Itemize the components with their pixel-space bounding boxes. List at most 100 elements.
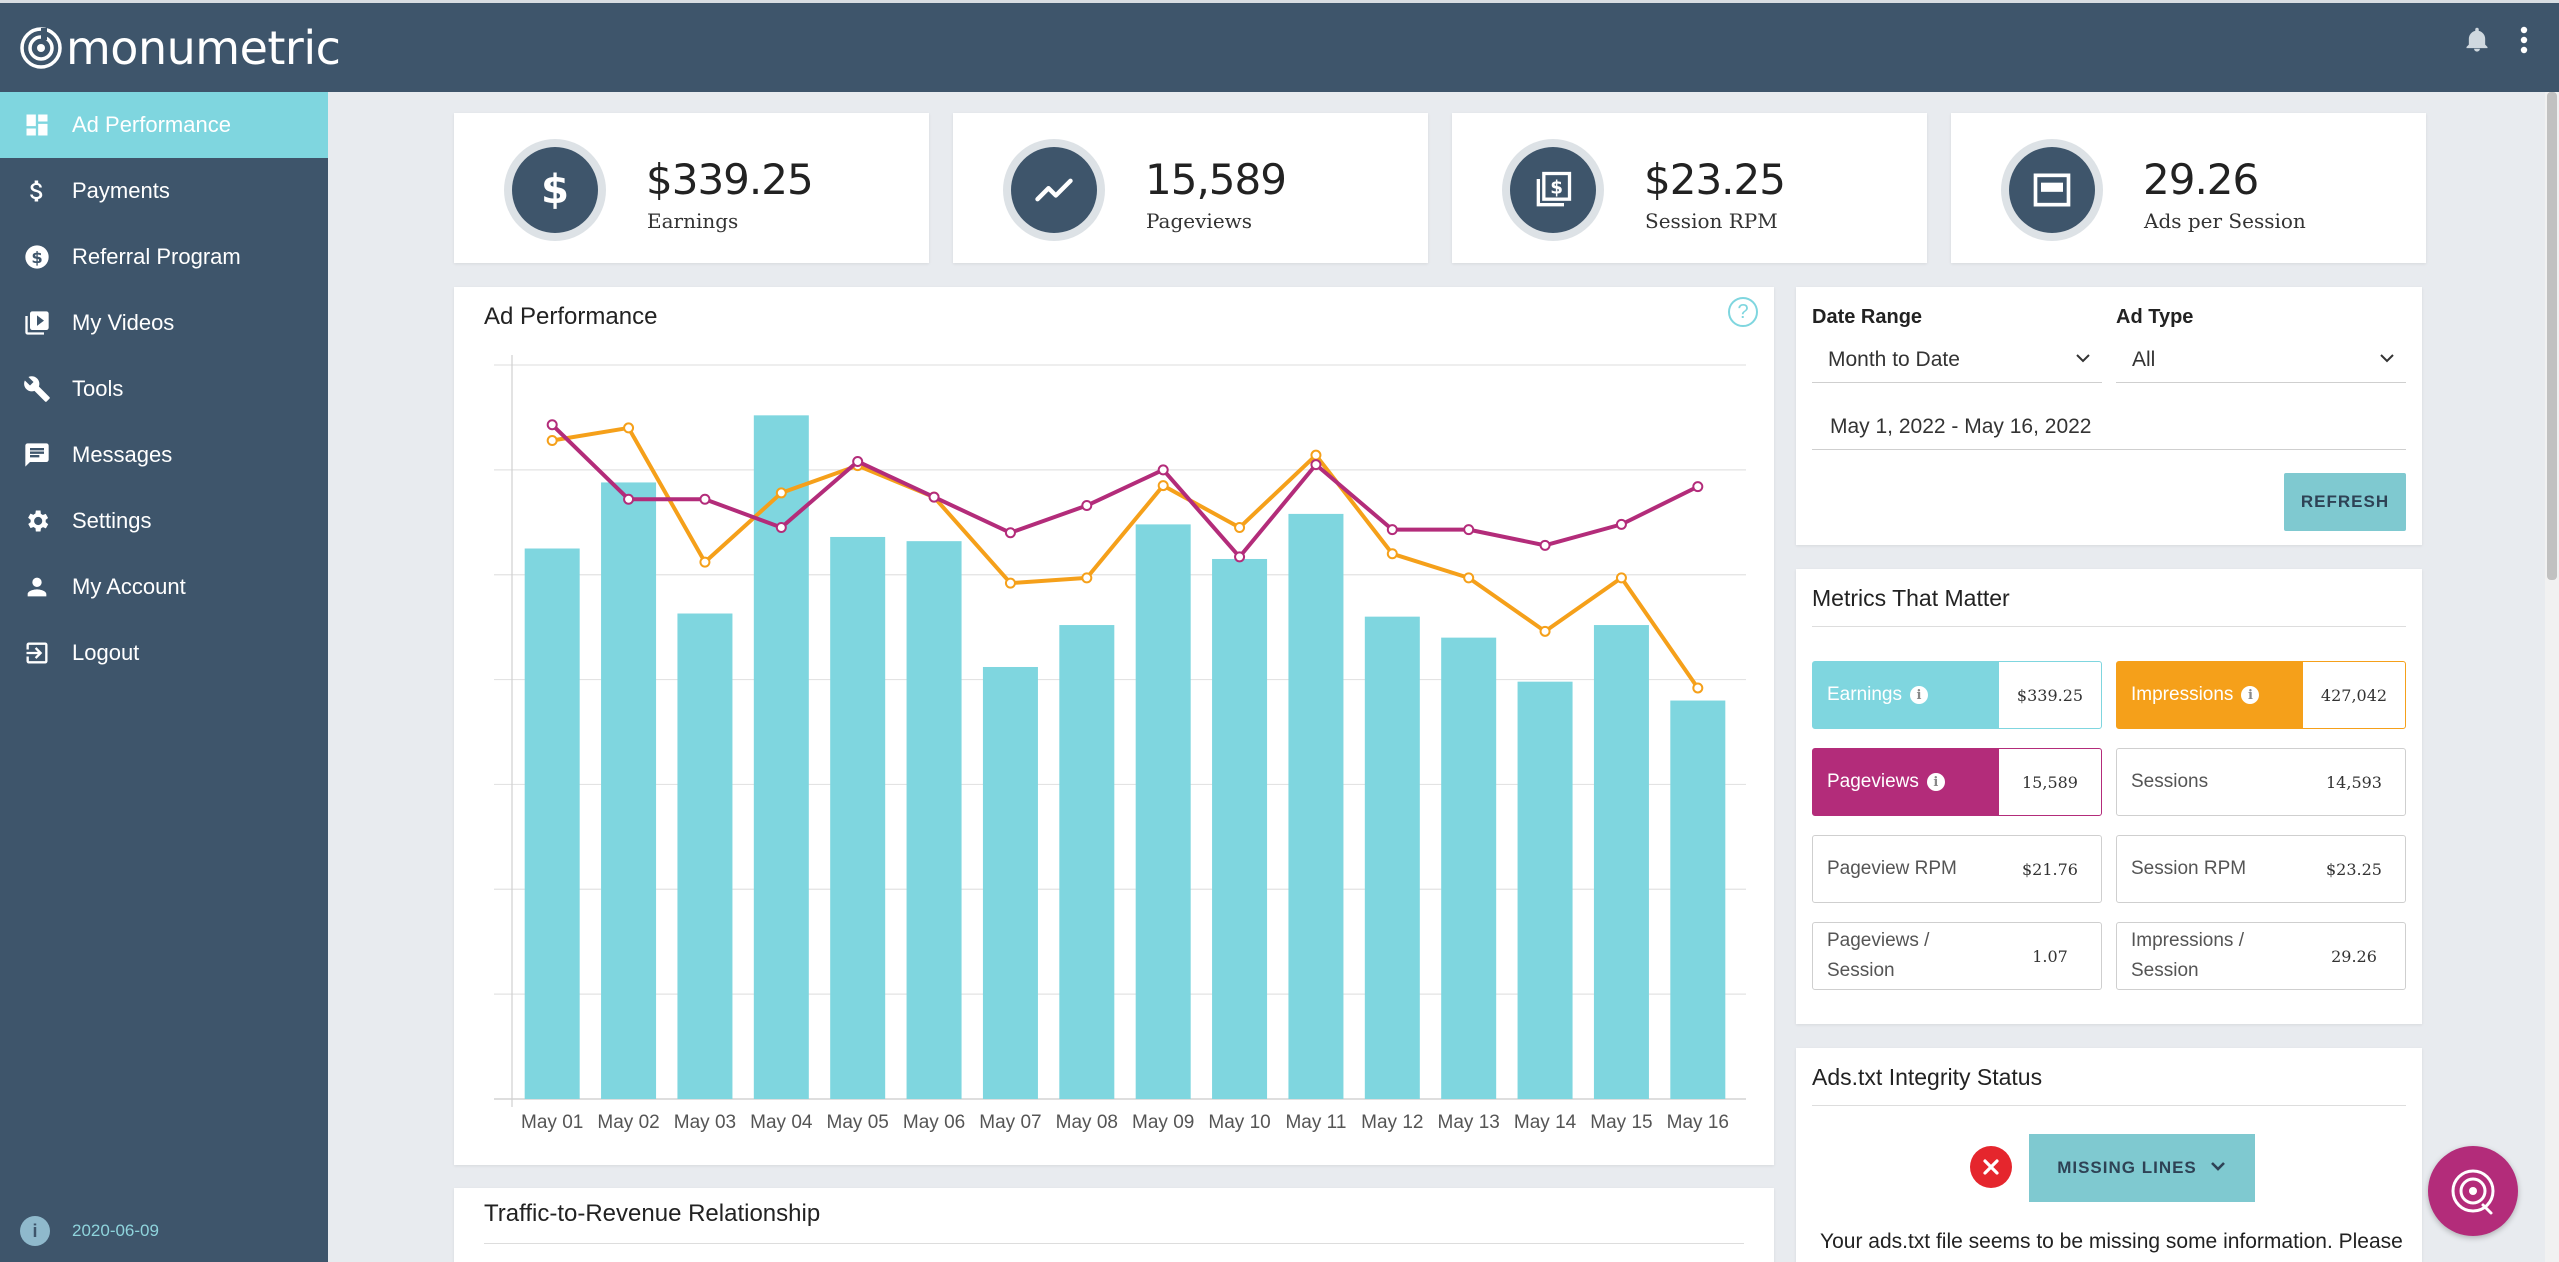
missing-lines-button[interactable]: MISSING LINES [2029, 1134, 2255, 1202]
stat-card-ads-per-session: 29.26 Ads per Session [1951, 113, 2426, 263]
ad-type-select[interactable]: All [2116, 337, 2406, 383]
refresh-button[interactable]: REFRESH [2284, 473, 2406, 531]
traffic-title: Traffic-to-Revenue Relationship [484, 1200, 821, 1227]
bar-may-10 [1212, 558, 1268, 1099]
point-pageviews [1310, 459, 1322, 471]
sidebar-item-label: Settings [72, 508, 152, 533]
x-tick-label: May 01 [521, 1112, 583, 1133]
sidebar-item-payments[interactable]: Payments [0, 158, 328, 224]
money-stack-icon: $ [1510, 147, 1596, 233]
info-icon[interactable]: i [2241, 686, 2260, 704]
svg-text:$: $ [541, 168, 569, 212]
point-impressions [1615, 572, 1627, 584]
logout-icon [22, 638, 52, 668]
bar-may-12 [1364, 616, 1420, 1099]
metric-pageviews-session[interactable]: Pageviews / Session 1.07 [1812, 922, 2102, 990]
x-tick-label: May 08 [1056, 1112, 1118, 1133]
sidebar-item-label: Referral Program [72, 244, 241, 269]
date-input[interactable]: May 1, 2022 - May 16, 2022 [1812, 404, 2406, 450]
metric-sessions[interactable]: Sessions 14,593 [2116, 748, 2406, 816]
info-icon[interactable]: i [20, 1216, 50, 1246]
x-tick-label: May 13 [1438, 1112, 1500, 1133]
sidebar-item-referral-program[interactable]: $ Referral Program [0, 224, 328, 290]
svg-text:$: $ [1550, 178, 1563, 199]
sidebar-item-tools[interactable]: Tools [0, 356, 328, 422]
info-icon[interactable]: i [1926, 773, 1945, 791]
sidebar: Ad Performance Payments $ Referral Program M… [0, 92, 328, 1262]
sidebar-item-messages[interactable]: Messages [0, 422, 328, 488]
metric-session-rpm[interactable]: Session RPM $23.25 [2116, 835, 2406, 903]
stat-label: Pageviews [1146, 209, 1253, 233]
point-impressions [1386, 548, 1398, 560]
sidebar-item-my-videos[interactable]: My Videos [0, 290, 328, 356]
point-pageviews [1692, 481, 1704, 493]
stat-card-session-rpm: $ $23.25 Session RPM [1452, 113, 1927, 263]
point-impressions [623, 422, 635, 434]
logo-text: monumetric [66, 21, 341, 75]
stat-icon-ring: $ [1502, 139, 1604, 241]
metric-impressions-session[interactable]: Impressions / Session 29.26 [2116, 922, 2406, 990]
error-icon [1970, 1146, 2012, 1188]
chat-button[interactable] [2428, 1146, 2518, 1236]
metric-impressions[interactable]: Impressions i 427,042 [2116, 661, 2406, 729]
x-tick-label: May 16 [1667, 1112, 1729, 1133]
stat-value: 29.26 [2143, 155, 2259, 204]
bar-may-16 [1670, 700, 1726, 1099]
sidebar-item-settings[interactable]: Settings [0, 488, 328, 554]
bar-may-05 [830, 536, 886, 1099]
ad-type-value: All [2132, 347, 2156, 371]
x-tick-label: May 12 [1361, 1112, 1423, 1133]
point-pageviews [852, 455, 864, 467]
point-pageviews [546, 419, 558, 431]
point-impressions [546, 434, 558, 446]
bar-may-03 [677, 613, 733, 1099]
stat-card-pageviews: 15,589 Pageviews [953, 113, 1428, 263]
metric-earnings[interactable]: Earnings i $339.25 [1812, 661, 2102, 729]
missing-lines-label: MISSING LINES [2057, 1158, 2197, 1177]
metric-value: $23.25 [2326, 859, 2382, 879]
metric-value: 1.07 [2032, 946, 2068, 966]
metric-label: Impressions / Session [2131, 930, 2244, 981]
x-tick-label: May 11 [1285, 1112, 1346, 1133]
metric-value: $339.25 [2016, 685, 2084, 705]
info-icon[interactable]: i [1910, 686, 1928, 704]
dollar-icon [22, 176, 52, 206]
point-impressions [1234, 522, 1246, 534]
sidebar-item-label: Payments [72, 178, 170, 203]
ads-txt-message: Your ads.txt file seems to be missing so… [1820, 1230, 2403, 1253]
chevron-down-icon [2378, 349, 2396, 373]
metric-pageview-rpm[interactable]: Pageview RPM $21.76 [1812, 835, 2102, 903]
sidebar-item-logout[interactable]: Logout [0, 620, 328, 686]
dashboard-icon [22, 110, 52, 140]
trend-icon [1011, 147, 1097, 233]
svg-text:$: $ [31, 248, 42, 267]
metrics-title: Metrics That Matter [1812, 585, 2010, 611]
bar-may-07 [982, 666, 1038, 1099]
metric-value: 15,589 [2022, 772, 2078, 792]
date-range-label: Date Range [1812, 306, 1923, 328]
sidebar-item-label: Messages [72, 442, 173, 467]
sidebar-item-my-account[interactable]: My Account [0, 554, 328, 620]
point-pageviews [1004, 527, 1016, 539]
sidebar-footer: i 2020-06-09 [20, 1216, 159, 1246]
stat-card-earnings: $ $339.25 Earnings [454, 113, 929, 263]
sidebar-item-ad-performance[interactable]: Ad Performance [0, 92, 328, 158]
help-icon[interactable]: ? [1728, 297, 1758, 327]
version-text: 2020-06-09 [72, 1221, 159, 1240]
point-pageviews [1463, 524, 1475, 536]
point-impressions [1692, 682, 1704, 694]
metric-label: Pageviews / Session [1827, 930, 1930, 981]
stat-value: 15,589 [1145, 155, 1287, 204]
bar-may-13 [1441, 637, 1497, 1099]
bell-icon[interactable] [2463, 25, 2491, 60]
metric-value: 427,042 [2320, 685, 2388, 705]
date-range-select[interactable]: Month to Date [1812, 337, 2102, 383]
message-icon [22, 440, 52, 470]
ads-txt-card: Ads.txt Integrity Status MISSING LINES Y… [1796, 1048, 2422, 1262]
logo[interactable]: monumetric [18, 21, 341, 75]
metric-pageviews[interactable]: Pageviews i 15,589 [1812, 748, 2102, 816]
scrollbar-thumb[interactable] [2547, 92, 2557, 580]
filter-card: Date Range Ad Type Month to Date All May… [1796, 287, 2422, 545]
more-menu-icon[interactable] [2519, 25, 2529, 60]
x-tick-label: May 02 [597, 1112, 659, 1133]
